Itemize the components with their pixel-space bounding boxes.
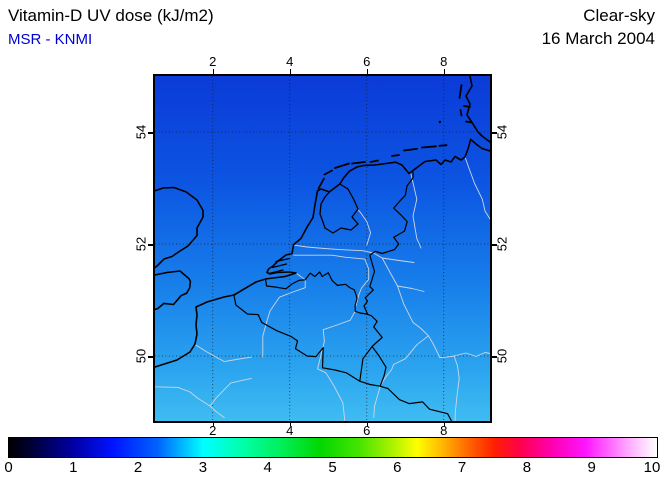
river-path-ijssel [357,208,372,246]
tick-mark [492,244,497,246]
river-path-moselle [373,335,429,419]
zeeland-delta [268,257,291,275]
river-path-rhine [293,244,460,421]
river-path-ems [410,173,422,249]
island-langeoog [421,145,437,149]
river-path-weser [464,156,490,220]
river-path-ruhr [397,285,425,292]
border-be-nl [264,271,367,315]
island-sylt [458,84,463,99]
border-fr-de [380,385,453,421]
tick-mark [492,356,497,358]
island-norderney [403,147,418,152]
island-wangerooge [438,144,448,147]
tick-mark [148,356,153,358]
lat-tick-label-left: 50 [133,348,149,364]
colorbar-tick-label: 3 [198,459,208,476]
lon-tick-label-bottom: 4 [286,423,294,438]
border-luxembourg [359,345,387,387]
lat-tick-label-left: 52 [133,236,149,252]
colorbar-tick-label: 7 [457,459,467,476]
colorbar-tick-label: 6 [393,459,402,476]
lat-tick-label-left: 54 [133,124,149,140]
border-nl-de [363,171,414,315]
page-title: Vitamin-D UV dose (kJ/m2) [8,6,214,25]
river-path-somme [194,344,252,363]
island-pellworm [465,120,473,124]
lat-tick-label-right: 54 [494,124,510,140]
colorbar-gradient [8,437,658,458]
product-label: MSR - KNMI [8,31,93,48]
island-borkum [391,154,400,157]
island-schouwen [271,263,288,269]
coastline-england-kent [155,270,192,311]
island-goeree [275,257,291,263]
tick-mark [212,421,215,426]
tick-mark [148,132,153,134]
river-path-scheldt [262,272,306,358]
border-paths [233,171,453,421]
colorbar-tick-label: 2 [133,459,143,476]
lon-tick-label-top: 6 [363,54,371,69]
tick-mark [212,69,215,74]
map-frame [153,74,492,423]
map-svg [155,76,490,421]
date-label: 16 March 2004 [541,29,655,48]
coastline-elbe-north [465,76,490,143]
tick-mark [366,421,369,426]
island-foehr [463,105,471,108]
island-beveland [268,269,284,275]
lat-tick-label-right: 52 [494,236,510,252]
north-frisian-islands [458,84,473,124]
border-be-de [366,313,383,347]
island-amrum [459,109,463,117]
island-schiermonnikoog [369,159,379,163]
river-path-oise [209,377,252,407]
lon-tick-label-bottom: 6 [363,423,371,438]
river-path-main [453,352,490,357]
lon-tick-label-bottom: 8 [440,423,448,438]
coastline-ijsselmeer [319,183,359,234]
colorbar-tick-label: 9 [587,459,596,476]
island-terschelling [334,162,350,169]
coastline-paths [155,76,490,368]
lon-tick-label-top: 2 [209,54,217,69]
colorbar-tick-label: 0 [4,459,13,476]
tick-mark [443,421,446,426]
island-helgoland [438,120,442,124]
island-vlieland [323,169,333,176]
island-ameland [351,161,366,165]
colorbar-tick-label: 1 [69,459,78,476]
colorbar-tick-label: 4 [263,459,272,476]
river-paths [155,156,490,421]
colorbar-tick-label: 8 [522,459,532,476]
tick-mark [148,244,153,246]
tick-mark [289,421,292,426]
wadden-islands [317,144,448,190]
coastline-england-east-anglia [155,186,204,269]
tick-mark [289,69,292,74]
sky-condition-label: Clear-sky [583,6,655,25]
lon-tick-label-top: 4 [286,54,294,69]
coastline-continent [155,138,490,368]
border-be-fr [233,294,361,382]
colorbar-tick-label: 10 [643,459,661,476]
tick-mark [492,132,497,134]
river-path-lippe [381,257,415,263]
island-texel [317,177,325,190]
river-path-seine [155,386,225,419]
lon-tick-label-top: 8 [440,54,448,69]
colorbar-tick-label: 5 [328,459,337,476]
lat-tick-label-right: 50 [494,348,510,364]
tick-mark [443,69,446,74]
lon-tick-label-bottom: 2 [209,423,217,438]
graticule-lines [155,76,490,421]
tick-mark [366,69,369,74]
